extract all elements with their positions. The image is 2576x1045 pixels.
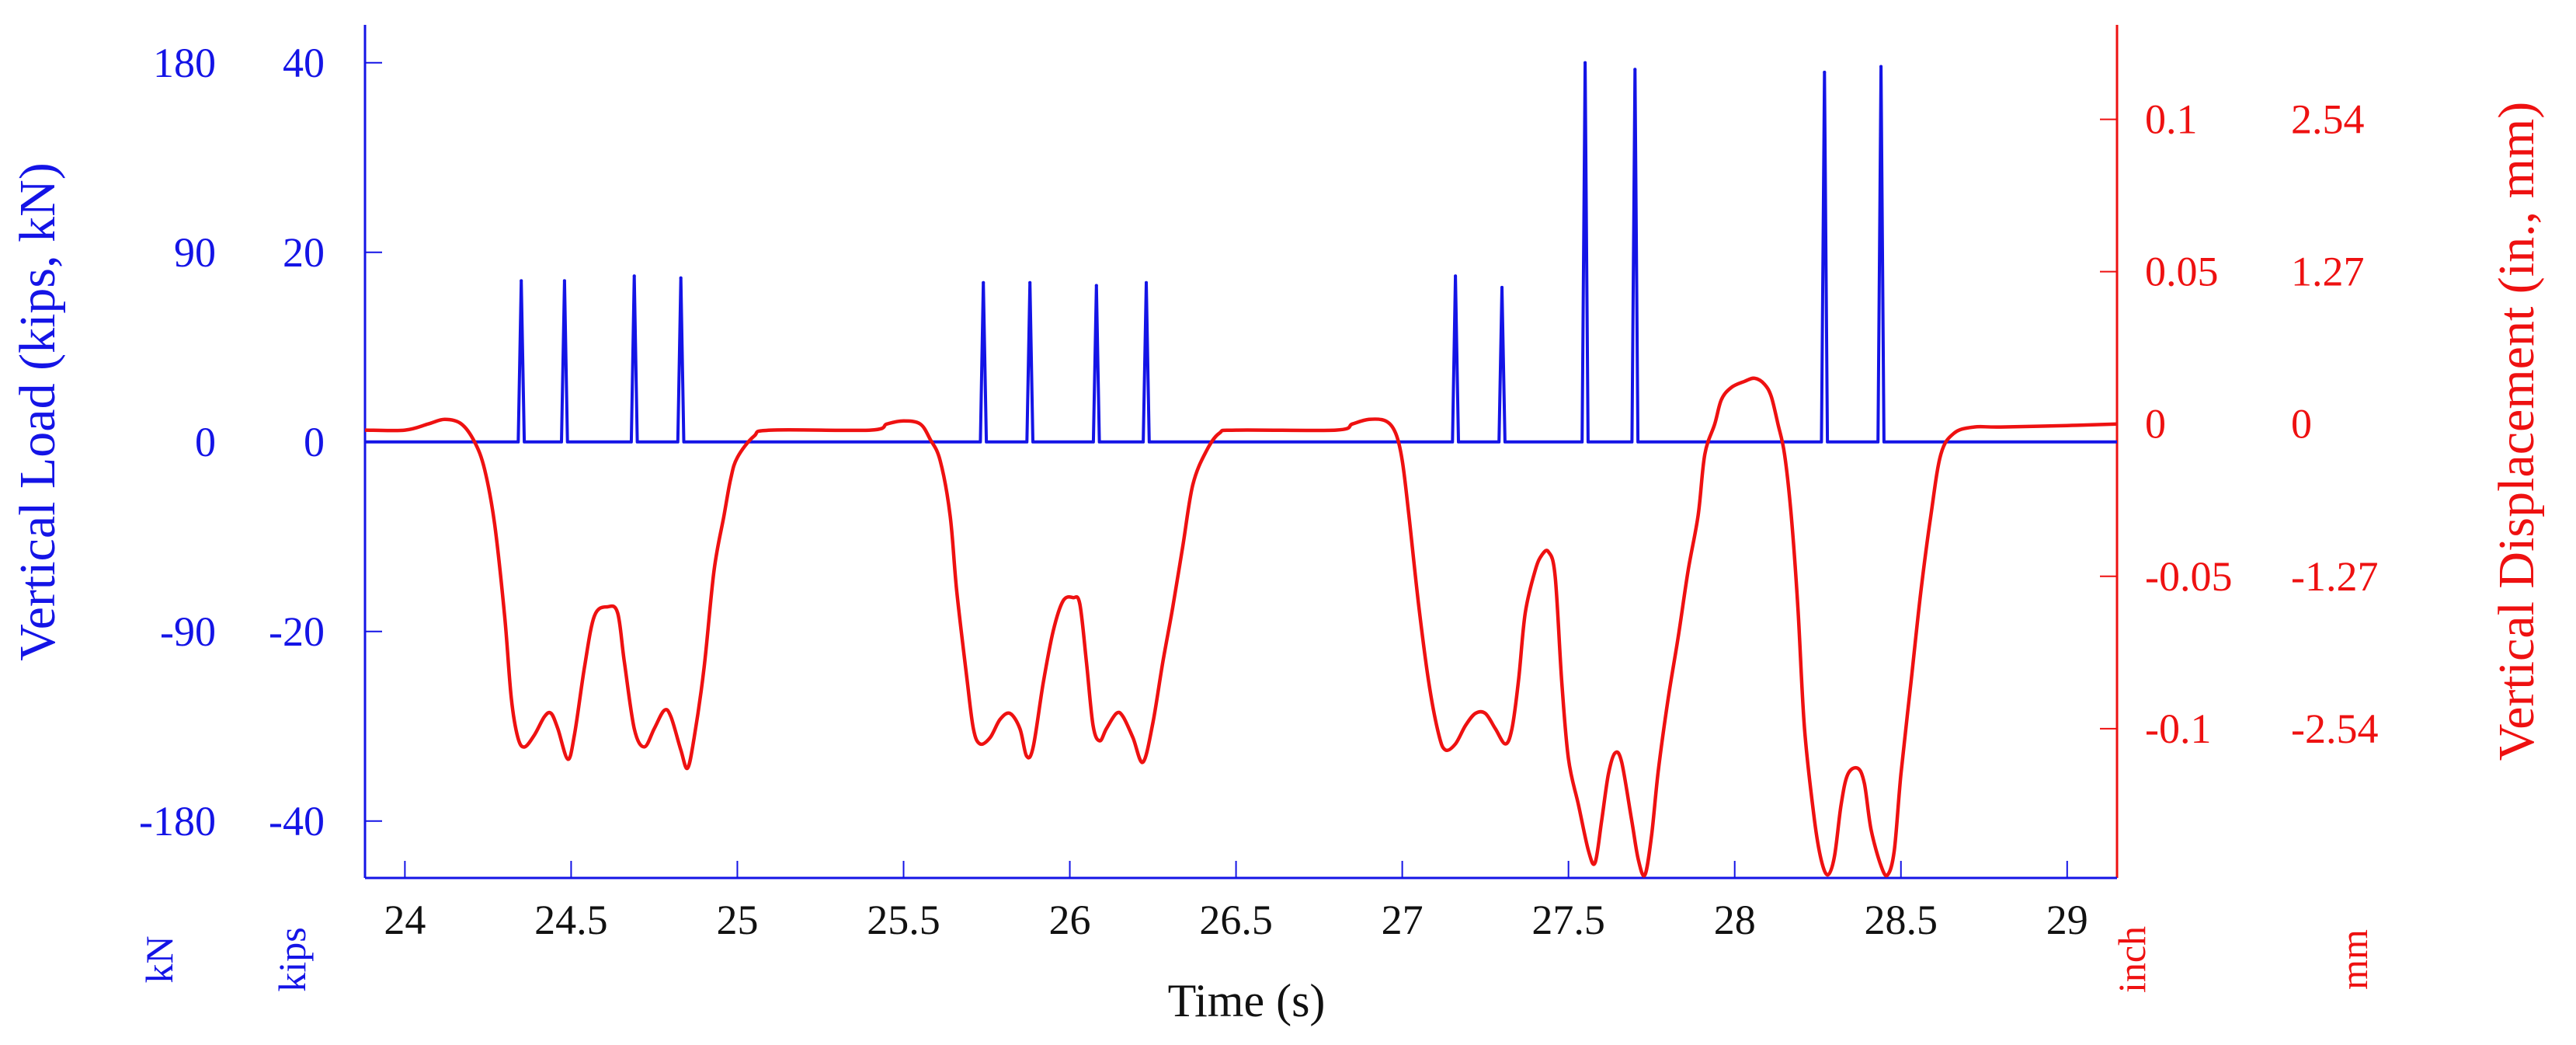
right-tick-label-mm: 0	[2291, 401, 2312, 448]
left-tick-label-kn: -180	[139, 798, 216, 845]
right-tick-label-mm: -2.54	[2291, 705, 2378, 752]
x-tick-label: 28	[1714, 897, 1756, 943]
displacement-line	[364, 376, 2118, 878]
unit-inch: inch	[2110, 926, 2154, 993]
right-tick-label-mm: 2.54	[2291, 96, 2365, 143]
x-tick-label: 25.5	[867, 897, 940, 943]
x-tick-label: 26.5	[1199, 897, 1273, 943]
plot-grid-layer	[363, 25, 2119, 880]
load-peak-point	[982, 280, 986, 284]
x-tick-label: 29	[2046, 897, 2088, 943]
left-axis-title: Vertical Load (kips, kN)	[9, 162, 66, 660]
load-peak-point	[1633, 68, 1637, 71]
load-line	[365, 61, 2117, 444]
x-axis-title: Time (s)	[1168, 975, 1326, 1026]
load-peak-point	[1454, 274, 1458, 278]
right-tick-label-mm: -1.27	[2291, 553, 2378, 600]
left-tick-label-kn: -90	[160, 608, 216, 655]
x-tick-label: 27	[1382, 897, 1424, 943]
x-tick-label: 27.5	[1531, 897, 1605, 943]
load-peak-point	[1879, 64, 1883, 68]
x-tick-label: 26	[1049, 897, 1091, 943]
load-peak-point	[562, 279, 566, 283]
x-tick-label: 28.5	[1864, 897, 1938, 943]
left-tick-label-kips: 0	[304, 419, 325, 465]
tick-labels: 24 24.5 25 25.5 26 26.5 27 27.5 28 28.5 29 40 180 20 9…	[139, 40, 2378, 943]
left-tick-label-kips: 20	[283, 229, 325, 276]
left-tick-label-kips: -40	[269, 798, 325, 845]
unit-mm: mm	[2332, 929, 2376, 990]
load-peak-point	[1583, 61, 1587, 64]
x-tick-label: 24	[384, 897, 426, 943]
right-tick-label-inch: 0.1	[2145, 96, 2198, 143]
right-tick-label-inch: 0	[2145, 401, 2166, 448]
load-peak-point	[632, 274, 636, 278]
left-tick-label-kips: -20	[269, 608, 325, 655]
load-peak-point	[520, 279, 523, 283]
load-peak-point	[1823, 71, 1827, 74]
right-tick-label-inch: 0.05	[2145, 249, 2219, 295]
left-tick-label-kn: 180	[153, 40, 216, 86]
right-axis-title: Vertical Displacement (in., mm)	[2488, 102, 2545, 761]
load-peak-point	[679, 276, 683, 280]
right-tick-label-inch: -0.1	[2145, 705, 2211, 752]
right-tick-label-mm: 1.27	[2291, 249, 2365, 295]
unit-kn: kN	[137, 935, 181, 983]
left-tick-label-kn: 0	[195, 419, 216, 465]
left-tick-label-kips: 40	[283, 40, 325, 86]
x-tick-label: 24.5	[534, 897, 608, 943]
load-peak-point	[1094, 284, 1098, 287]
unit-kips: kips	[270, 927, 314, 991]
load-peak-point	[1500, 285, 1504, 289]
x-tick-label: 25	[716, 897, 758, 943]
right-tick-label-inch: -0.05	[2145, 553, 2232, 600]
load-series	[365, 61, 2117, 444]
load-peak-point	[1144, 280, 1148, 284]
load-peak-point	[1028, 280, 1032, 284]
left-tick-label-kn: 90	[174, 229, 216, 276]
displacement-series	[364, 376, 2118, 878]
